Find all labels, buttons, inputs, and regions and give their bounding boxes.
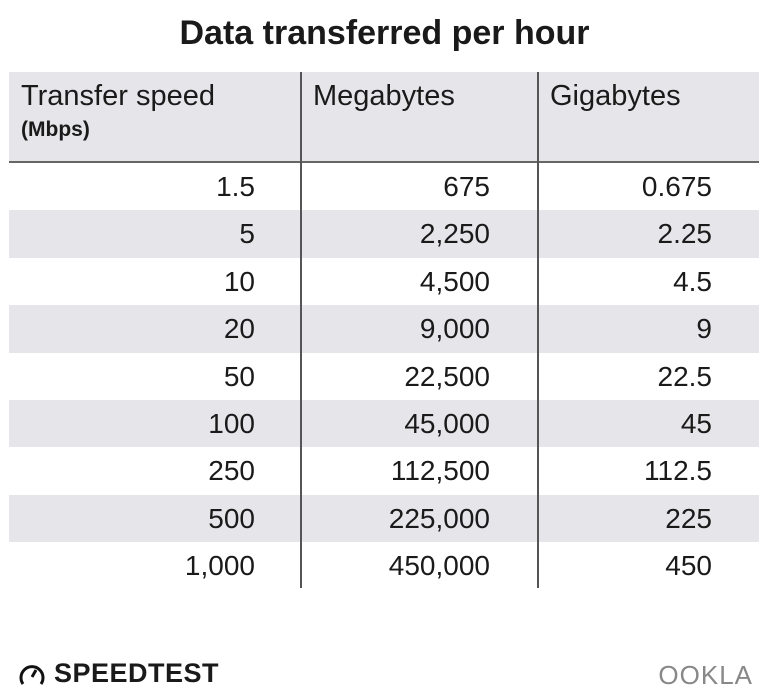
table-cell: 45,000 — [404, 407, 490, 439]
table-cell: 0.675 — [641, 171, 712, 202]
table-cell: 9,000 — [419, 313, 490, 345]
column-divider — [537, 72, 539, 588]
table-header: Transfer speed (Mbps) Megabytes Gigabyte… — [9, 72, 759, 163]
table-cell: 5 — [239, 218, 255, 250]
table-cell: 112.5 — [644, 455, 712, 487]
table-row: 5 2,250 2.25 — [9, 210, 759, 258]
table-row: 20 9,000 9 — [9, 305, 759, 353]
table-row: 10 4,500 4.5 — [9, 258, 759, 305]
table-cell: 675 — [443, 171, 490, 202]
ookla-logo: OOKLA — [658, 660, 753, 690]
table-cell: 1.5 — [216, 171, 255, 202]
chart-title: Data transferred per hour — [179, 14, 590, 52]
table-cell: 10 — [223, 265, 255, 297]
table-cell: 2,250 — [419, 218, 490, 250]
speedometer-icon — [19, 664, 45, 685]
table-row: 250 112,500 112.5 — [9, 447, 759, 494]
table-cell: 22.5 — [657, 360, 713, 392]
table-cell: 9 — [696, 313, 712, 345]
table-cell: 112,500 — [390, 455, 490, 487]
table-row: 1,000 450,000 450 — [9, 542, 759, 589]
table-cell: 500 — [208, 502, 255, 534]
table-cell: 4.5 — [673, 265, 712, 297]
header-gigabytes: Gigabytes — [550, 80, 681, 112]
table-cell: 1,000 — [184, 550, 255, 582]
speedtest-logo-text: SPEEDTEST — [54, 658, 220, 688]
table-cell: 250 — [208, 455, 255, 487]
header-unit: (Mbps) — [21, 118, 90, 141]
header-transfer-speed: Transfer speed — [21, 80, 215, 112]
table-cell: 225,000 — [388, 502, 490, 534]
table-cell: 450 — [665, 550, 712, 582]
table-row: 1.5 675 0.675 — [9, 163, 759, 210]
table-cell: 2.25 — [657, 218, 713, 250]
table-row: 100 45,000 45 — [9, 399, 759, 448]
table-cell: 100 — [208, 407, 255, 439]
table-cell: 22,500 — [404, 360, 490, 392]
table-cell: 50 — [223, 360, 255, 392]
table-cell: 20 — [223, 313, 255, 345]
header-megabytes: Megabytes — [313, 80, 455, 112]
speedtest-logo: SPEEDTEST — [18, 658, 219, 689]
table-cell: 4,500 — [419, 265, 490, 297]
column-divider — [300, 72, 302, 588]
data-table: Transfer speed (Mbps) Megabytes Gigabyte… — [9, 72, 759, 590]
table-cell: 450,000 — [388, 550, 490, 582]
table-row: 50 22,500 22.5 — [9, 353, 759, 400]
table-cell: 45 — [680, 407, 712, 439]
table-row: 500 225,000 225 — [9, 494, 759, 543]
table-cell: 225 — [665, 502, 712, 534]
